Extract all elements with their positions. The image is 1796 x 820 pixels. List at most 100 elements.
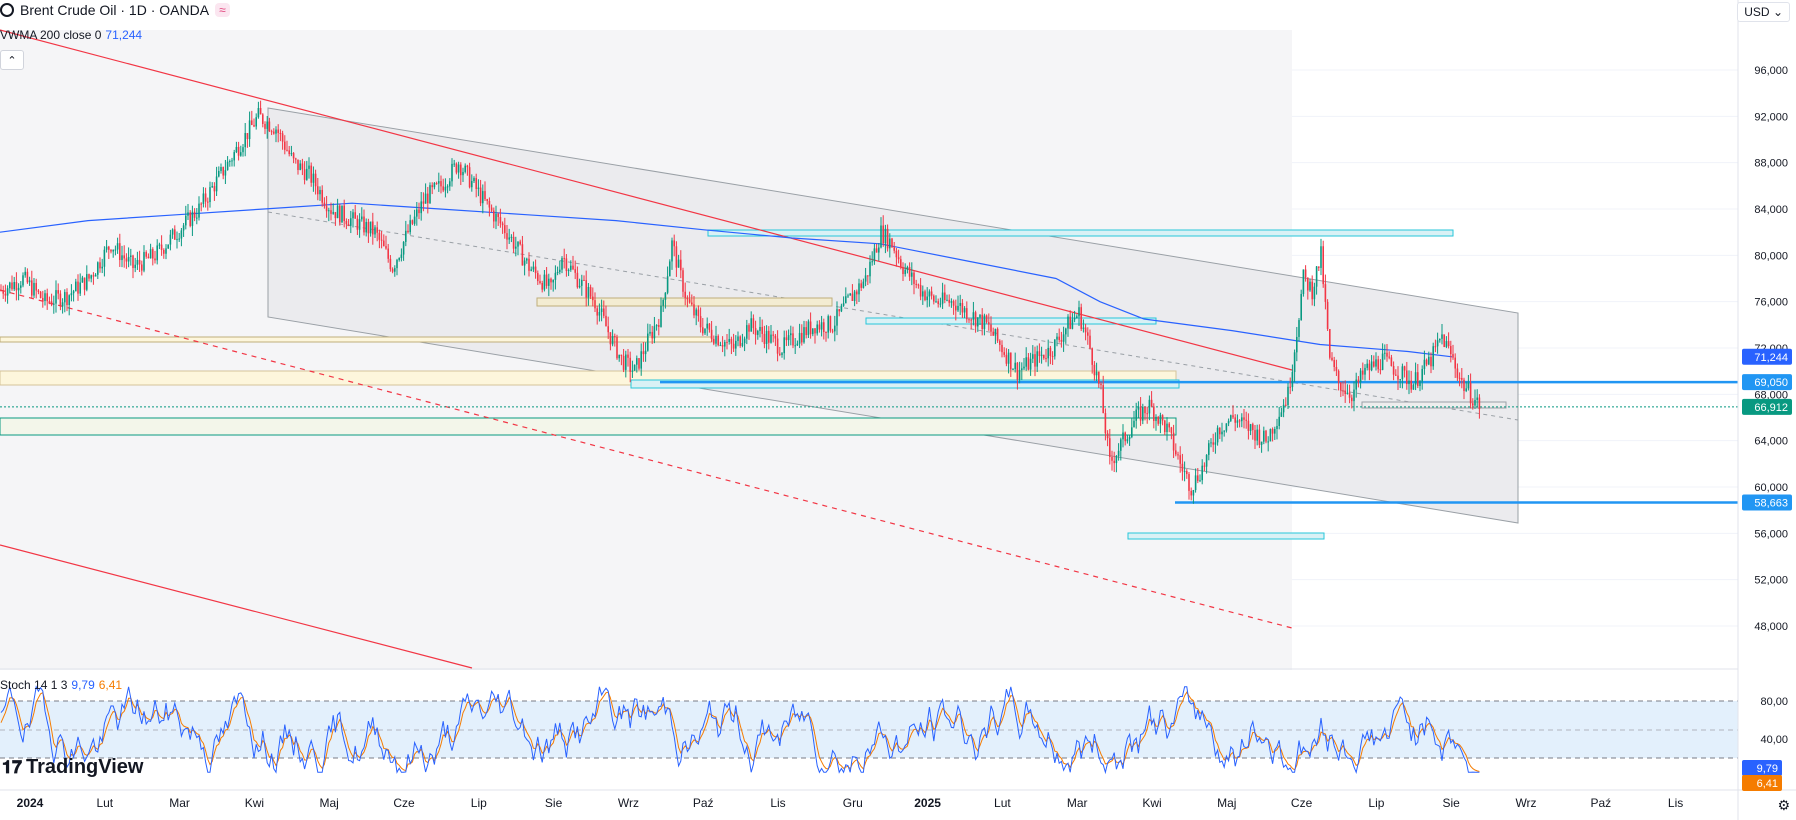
candle-body	[1450, 346, 1452, 355]
stoch-legend[interactable]: Stoch 14 1 3 9,79 6,41	[0, 678, 122, 692]
candle-body	[1102, 385, 1104, 414]
candle-body	[1104, 413, 1107, 434]
candle-body	[724, 341, 726, 347]
candle-body	[402, 241, 405, 255]
candle-body	[1161, 415, 1164, 421]
candle-body	[1146, 413, 1148, 415]
price-label: 69,050	[1754, 377, 1788, 389]
candle-body	[946, 299, 948, 301]
candle-body	[193, 211, 196, 218]
candle-body	[1172, 432, 1175, 451]
candle-body	[213, 186, 216, 192]
candle-body	[1060, 339, 1063, 342]
logo-text: TradingView	[26, 756, 144, 778]
candle-body	[1043, 354, 1045, 359]
candle-body	[864, 275, 867, 282]
candle-body	[1472, 403, 1474, 406]
symbol-title[interactable]: Brent Crude Oil · 1D · OANDA	[20, 2, 210, 18]
collapse-chevron-up-icon[interactable]: ⌃	[0, 50, 24, 70]
candle-body	[919, 285, 922, 297]
candle-body	[279, 133, 282, 135]
candle-body	[521, 244, 524, 266]
candle-body	[284, 141, 286, 150]
candle-body	[125, 258, 128, 262]
time-tick-label: Wrz	[618, 796, 639, 810]
candle-body	[220, 167, 222, 171]
candle-body	[818, 324, 821, 330]
candle-body	[1452, 354, 1454, 358]
candle-body	[251, 120, 253, 125]
candle-body	[33, 282, 35, 296]
candle-body	[389, 258, 392, 270]
candle-body	[794, 345, 796, 347]
candle-body	[433, 183, 436, 188]
candle-body	[68, 295, 70, 306]
candle-body	[9, 282, 11, 289]
candle-body	[363, 216, 365, 233]
candle-body	[697, 309, 700, 317]
candle-body	[979, 314, 981, 318]
candle-body	[842, 303, 845, 306]
candle-body	[347, 224, 350, 226]
candle-body	[741, 343, 744, 346]
zone-yellow-3	[536, 297, 833, 307]
zone-yellow-2	[0, 336, 713, 343]
candle-body	[1447, 341, 1450, 347]
candle-body	[886, 228, 889, 249]
candle-body	[1177, 454, 1179, 456]
candle-body	[215, 176, 218, 192]
candle-body	[570, 265, 572, 270]
candle-body	[59, 293, 62, 307]
candle-body	[1280, 412, 1283, 417]
wave-icon[interactable]: ≈	[215, 3, 230, 17]
candle-body	[306, 168, 308, 180]
candle-body	[1208, 443, 1210, 455]
candle-body	[581, 279, 583, 286]
candle-body	[334, 212, 337, 219]
candle-body	[779, 353, 781, 355]
candle-body	[1423, 359, 1426, 369]
candle-body	[105, 246, 108, 250]
tradingview-logo[interactable]: 𝟏𝟕 TradingView	[2, 756, 143, 779]
candle-body	[930, 291, 933, 296]
candle-body	[959, 302, 961, 306]
time-tick-label: Lut	[96, 796, 113, 810]
zone-cyan-bottom	[1127, 532, 1325, 540]
candle-body	[1054, 339, 1056, 357]
candle-body	[1456, 368, 1459, 378]
candle-body	[759, 326, 761, 331]
candle-body	[1441, 334, 1443, 339]
currency-selector[interactable]: USD ⌄	[1737, 2, 1790, 22]
time-axis[interactable]: 2024 Lut Mar Kwi Maj Cze Lip Sie Wrz Paź Lis Gru 202…	[17, 796, 1684, 810]
candle-body	[22, 275, 24, 286]
candle-body	[708, 323, 711, 330]
candle-body	[20, 285, 22, 288]
settings-gear-icon[interactable]: ⚙	[1777, 797, 1790, 813]
stoch-axis[interactable]: 80,00 40,00 9,79 6,41	[1742, 696, 1788, 791]
candle-body	[83, 277, 86, 290]
candle-body	[1326, 301, 1329, 330]
candle-body	[1285, 404, 1287, 406]
time-tick-label: Maj	[320, 796, 339, 810]
zone-green	[0, 417, 1177, 436]
candle-body	[460, 164, 462, 176]
candle-body	[922, 291, 924, 297]
vwma-legend[interactable]: VWMA 200 close 0 71,244	[0, 28, 142, 42]
symbol-legend[interactable]: Brent Crude Oil · 1D · OANDA ≈	[0, 2, 230, 18]
candle-body	[1150, 399, 1153, 407]
candle-body	[110, 249, 112, 252]
candle-body	[1412, 384, 1415, 390]
candle-body	[658, 325, 660, 327]
candle-body	[1337, 370, 1340, 383]
candle-body	[596, 308, 598, 316]
candle-body	[862, 281, 865, 288]
candle-body	[1137, 406, 1140, 410]
candle-body	[1260, 441, 1263, 445]
candle-body	[851, 293, 854, 302]
candle-body	[1179, 455, 1181, 464]
candle-body	[482, 191, 484, 204]
candle-body	[526, 258, 528, 261]
candle-body	[86, 274, 88, 290]
candle-body	[55, 290, 57, 304]
